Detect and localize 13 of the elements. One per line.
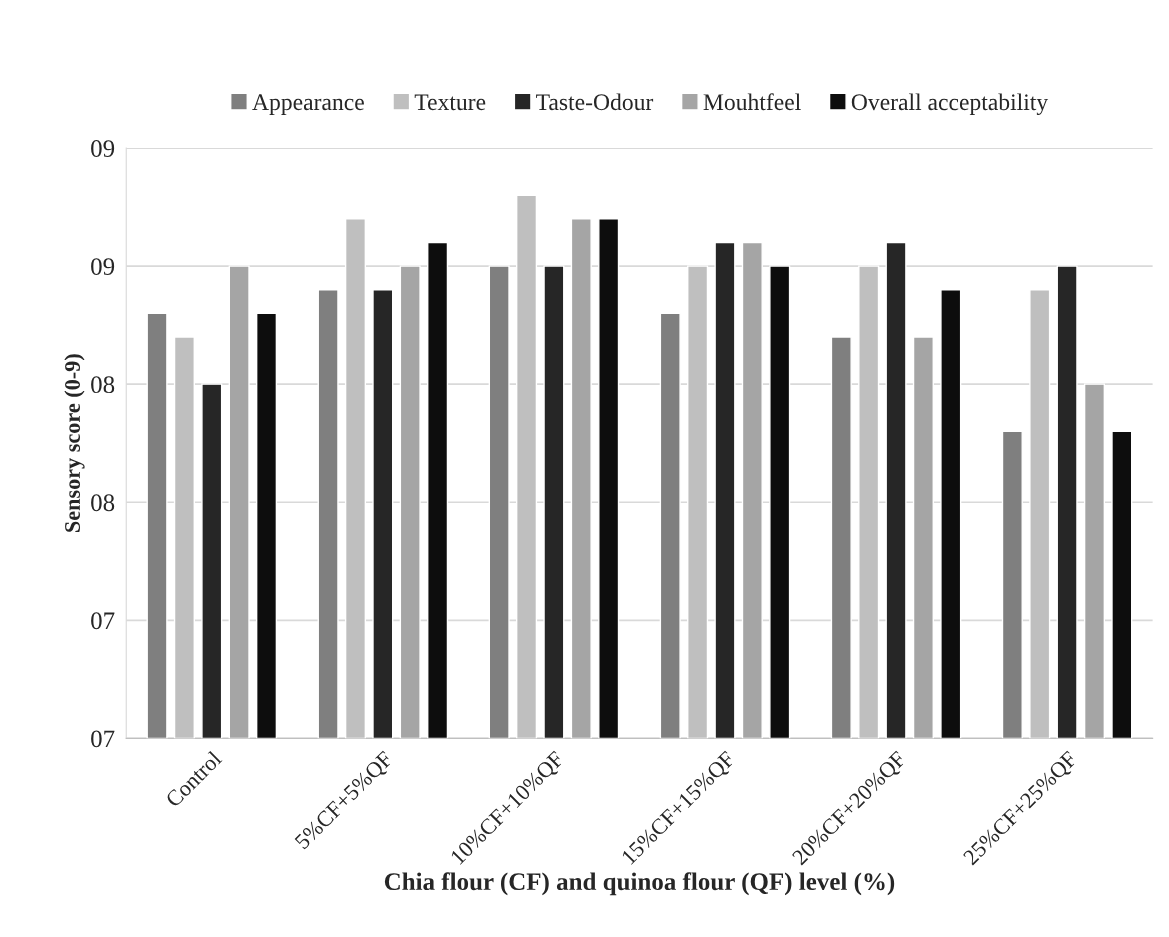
y-tick-label: 09 bbox=[91, 140, 115, 157]
legend-label: Texture bbox=[414, 94, 486, 111]
legend-label: Overall acceptability bbox=[851, 93, 1049, 115]
y-tick-label: 08 bbox=[91, 376, 115, 394]
legend-label: Taste-Odour bbox=[536, 93, 654, 111]
x-axis-title: Chia flour (CF) and quinoa flour (QF) level (%) bbox=[384, 872, 895, 896]
legend-label: Appearance bbox=[252, 94, 364, 115]
y-tick-label: 07 bbox=[91, 730, 115, 748]
y-tick-label: 09 bbox=[91, 258, 115, 276]
y-tick-label: 08 bbox=[91, 494, 115, 512]
legend-label: Mouhtfeel bbox=[703, 93, 801, 111]
y-tick-label: 07 bbox=[91, 612, 115, 630]
y-axis-title: Sensory score (0-9) bbox=[64, 354, 85, 532]
